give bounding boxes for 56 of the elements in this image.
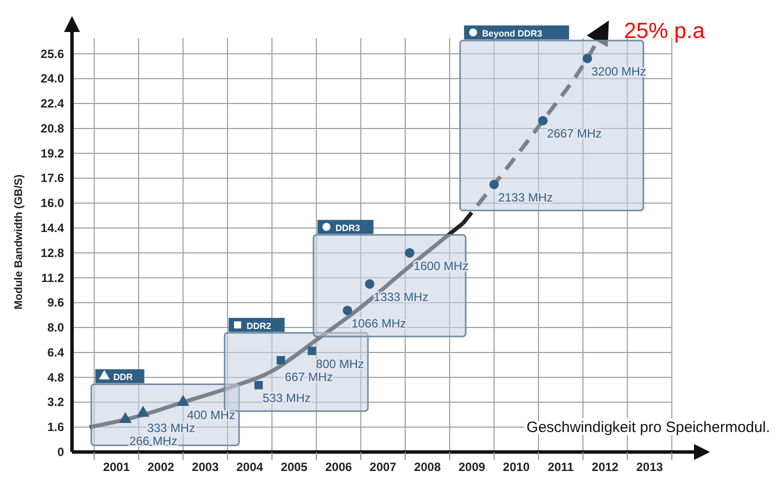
- x-tick-label: 2006: [325, 460, 352, 474]
- x-tick-label: 2012: [592, 460, 619, 474]
- y-tick-label: 0: [57, 445, 64, 459]
- x-tick-label: 2004: [236, 460, 264, 474]
- annotation: 25% p.a: [624, 18, 706, 43]
- y-tick-label: 20.8: [40, 121, 64, 136]
- text: DDR: [113, 372, 134, 382]
- text: DDR3: [335, 222, 360, 233]
- y-tick-label: 1.6: [47, 420, 64, 434]
- point: [276, 356, 285, 364]
- y-tick-label: 22.4: [40, 96, 64, 111]
- point: [254, 380, 263, 390]
- x-tick-label: 2001: [103, 460, 130, 474]
- point: [404, 248, 414, 258]
- annotation: 2667 MHz: [546, 126, 602, 141]
- point: [582, 54, 592, 64]
- y-tick-label: 6.4: [47, 345, 64, 360]
- y-tick-label: 17.6: [40, 171, 64, 186]
- text: Beyond DDR3: [482, 28, 542, 38]
- y-tick-label: 24.0: [40, 72, 64, 86]
- y-tick-label: 12.8: [40, 246, 64, 260]
- annotation: 533 MHz: [262, 391, 311, 406]
- annotation: 333 MHz: [147, 421, 196, 436]
- point: [538, 116, 548, 126]
- x-tick-label: 2011: [548, 460, 574, 474]
- annotation: 667 MHz: [284, 370, 333, 384]
- point: [308, 346, 316, 356]
- point: [342, 306, 352, 316]
- y-tick-label: 11.2: [41, 270, 64, 285]
- annotation: 2133 MHz: [498, 190, 553, 204]
- point: [364, 279, 374, 289]
- y-tick-label: 4.8: [47, 370, 64, 384]
- y-tick-label: 14.4: [40, 221, 64, 235]
- x-tick-label: 2009: [458, 460, 486, 474]
- x-tick-label: 2013: [636, 460, 664, 474]
- x-tick-label: 2005: [280, 460, 308, 474]
- annotation: 1066 MHz: [351, 316, 406, 330]
- y-tick-label: 25.6: [40, 46, 64, 61]
- y-tick-label: 9.6: [47, 296, 64, 310]
- annotation: 266 MHz: [129, 434, 178, 448]
- x-tick-label: 2008: [414, 460, 442, 474]
- y-tick-label: 3.2: [47, 395, 64, 410]
- annotation: 1333 MHz: [374, 290, 428, 304]
- x-tick-label: 2010: [502, 460, 530, 474]
- y-axis-title: Module Bandwidth (GB/S): [13, 174, 25, 310]
- point: [489, 180, 499, 190]
- annotation: Geschwindigkeit pro Speichermodul.: [526, 419, 770, 436]
- x-tick-label: 2002: [148, 460, 175, 474]
- y-tick-label: 16.0: [40, 196, 64, 210]
- x-tick-label: 2003: [192, 460, 219, 474]
- annotation: 400 MHz: [187, 408, 236, 422]
- y-tick-label: 19.2: [40, 146, 64, 160]
- annotation: 800 MHz: [316, 356, 364, 371]
- x-tick-label: 2007: [370, 460, 397, 474]
- text: DDR2: [246, 320, 272, 331]
- y-tick-label: 8.0: [47, 320, 64, 335]
